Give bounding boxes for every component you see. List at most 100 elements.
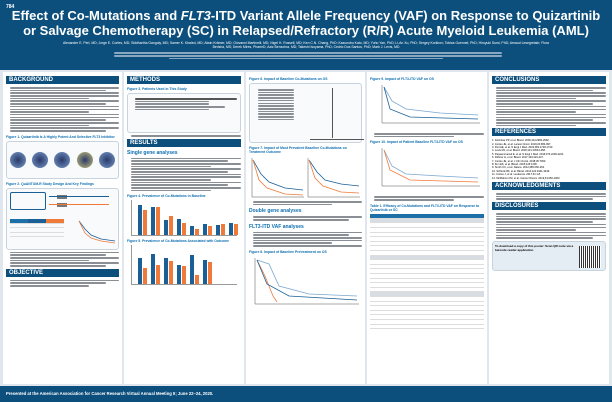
acknowledgments-heading: ACKNOWLEDGMENTS	[492, 182, 606, 191]
figure-7-km-left	[251, 158, 304, 198]
quizartinib-bar	[138, 204, 142, 236]
references-heading: REFERENCES	[492, 128, 606, 137]
figure-3-title: Figure 3. Patients Used in This Study	[127, 87, 187, 91]
objective-heading: OBJECTIVE	[6, 268, 119, 277]
results-heading: RESULTS	[127, 138, 241, 147]
figure-2-study-design	[6, 187, 119, 250]
bar-group	[151, 253, 160, 285]
quizartinib-bar	[151, 253, 155, 285]
reference-item: 3. Perl AE, et al. N Engl J Med. 2019;38…	[492, 146, 553, 150]
figure-2-title: Figure 2. QuANTUM-R Study Design And Key…	[6, 181, 94, 186]
figure-7-km-right	[307, 158, 360, 198]
sc-bar	[221, 224, 225, 236]
figure-3-patient-flow	[127, 93, 241, 133]
figure-4-bar-chart	[131, 200, 238, 237]
figure-6-forest-plot	[249, 83, 364, 143]
affiliations	[0, 52, 612, 60]
bar-group	[177, 219, 186, 236]
quizartinib-bar	[177, 219, 181, 236]
reference-item: 7. Cortes JE, et al. J Clin Oncol. 2018;…	[492, 159, 547, 163]
sc-bar	[169, 216, 173, 236]
figure-9-title: Figure 9. Impact of FLT3-ITD VAF on OS	[370, 77, 434, 81]
table-row	[370, 227, 484, 233]
table-row	[370, 236, 484, 242]
bar-group	[216, 224, 225, 236]
reference-list: 1. Zarrinkar PP, et al. Blood. 2009;114:…	[492, 139, 606, 180]
figure-5-title: Figure 5. Prevalence of Co-Mutations Ass…	[127, 239, 229, 244]
figure-5-bar-chart	[131, 245, 237, 286]
table-row	[370, 287, 484, 293]
bar-group	[138, 258, 147, 285]
figure-8-title: Figure 8. Impact of Baseline Pretreatmen…	[249, 249, 327, 254]
bar-group	[190, 226, 199, 236]
table-row	[370, 268, 484, 274]
sc-bar	[234, 223, 238, 236]
sc-bar	[195, 229, 199, 236]
table-row	[370, 232, 484, 238]
table-row	[370, 310, 484, 316]
column-results-3: Figure 9. Impact of FLT3-ITD VAF on OS F…	[367, 72, 487, 384]
figure-4-title: Figure 4. Prevalence of Co-Mutations in …	[127, 194, 206, 199]
bar-group	[203, 259, 212, 285]
reference-item: 6. Döhner H, et al. Blood. 2017;129:424-…	[492, 156, 544, 160]
figure-9-km-plot	[381, 85, 480, 124]
bar-group	[164, 258, 173, 285]
qr-code[interactable]	[579, 245, 601, 268]
reference-item: 9. Smith CC, et al. Nature. 2012;485:260…	[492, 166, 545, 170]
figure-1-kinome-trees	[6, 140, 119, 179]
sc-bar	[143, 267, 147, 285]
table-row	[370, 296, 484, 302]
figure-1-title: Figure 1. Quizartinib Is A Highly Potent…	[6, 134, 115, 139]
table-row	[370, 282, 484, 288]
conclusions-heading: CONCLUSIONS	[492, 76, 606, 84]
quizartinib-bar	[138, 258, 142, 285]
quizartinib-bar	[177, 265, 181, 285]
poster-title: Effect of Co-Mutations and FLT3-ITD Vari…	[11, 8, 601, 38]
bar-group	[151, 206, 160, 236]
quizartinib-bar	[164, 258, 168, 285]
reference-item: 5. Papaemmanuil E, et al. N Engl J Med. …	[492, 152, 565, 156]
bar-group	[203, 223, 212, 236]
quizartinib-bar	[190, 255, 194, 285]
table-row	[370, 255, 484, 261]
table-row	[370, 314, 484, 320]
poster-header: 784 Effect of Co-Mutations and FLT3-ITD …	[0, 0, 612, 70]
methods-heading: METHODS	[127, 76, 241, 84]
reference-item: 8. Kim ES, et al. Blood. 2015;126:1306.	[492, 163, 538, 167]
figure-8-km-plot	[254, 257, 359, 304]
background-text	[6, 87, 119, 132]
reference-item: 10. Schlenk RF, et al. Blood. 2014;124:3…	[492, 169, 550, 173]
reference-item: 4. Levis MJ, et al. Blood. 2018;131:1459…	[492, 149, 546, 153]
download-box: To download a copy of this poster: Scan …	[492, 240, 606, 271]
background-heading: BACKGROUND	[6, 76, 119, 84]
footer: Presented at the American Association fo…	[0, 386, 612, 402]
quizartinib-bar	[216, 225, 220, 236]
sc-bar	[182, 222, 186, 236]
quizartinib-bar	[203, 259, 207, 285]
table-row	[370, 222, 484, 228]
disclosures-heading: DISCLOSURES	[492, 202, 606, 211]
column-results-2: Figure 6. Impact of Baseline Co-Mutation…	[246, 72, 365, 384]
column-methods-results: METHODS Figure 3. Patients Used in This …	[124, 72, 244, 384]
quizartinib-bar	[203, 223, 207, 236]
figure-6-title: Figure 6. Impact of Baseline Co-Mutation…	[249, 77, 328, 81]
quizartinib-bar	[151, 206, 155, 236]
single-gene-heading: Single gene analyses	[127, 149, 178, 156]
figure-7-title: Figure 7. Impact of Most Prevalent Basel…	[249, 146, 347, 154]
reference-item: 2. Cortes JE, et al. Lancet Oncol. 2019;…	[492, 142, 552, 146]
table-row	[370, 291, 484, 297]
bar-group	[190, 255, 199, 285]
table-row	[370, 250, 484, 256]
bar-group	[138, 204, 147, 236]
column-background: BACKGROUND Figure 1. Quizartinib Is A Hi…	[3, 72, 122, 384]
table-row	[370, 273, 484, 279]
table-row	[370, 218, 484, 224]
bar-group	[229, 222, 238, 236]
table-row	[370, 301, 484, 307]
reference-item: 11. Cortes J, et al. Leukemia. 2017;31:1…	[492, 173, 541, 177]
vaf-heading: FLT3-ITD VAF analyses	[249, 223, 304, 230]
table-row	[370, 305, 484, 311]
table-1	[370, 213, 484, 330]
double-gene-heading: Double gene analyses	[249, 208, 302, 215]
reference-item: 12. McMahon CM, et al. Cancer Discov. 20…	[492, 176, 561, 180]
